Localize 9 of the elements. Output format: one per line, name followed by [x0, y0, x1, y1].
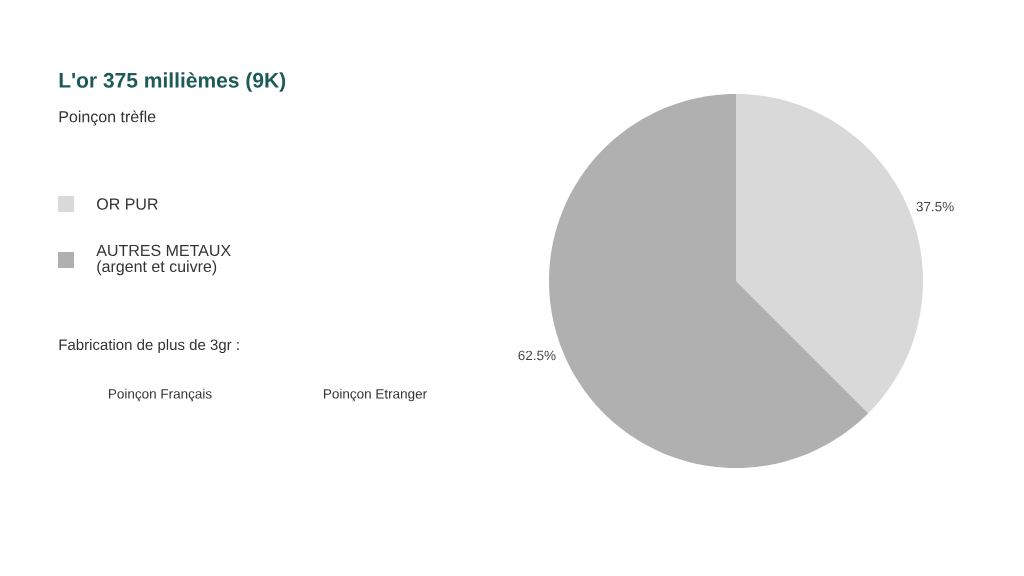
data-label: 37.5%	[916, 201, 954, 212]
text: Poinçon Français	[108, 388, 212, 402]
text: Poinçon Etranger	[323, 388, 427, 402]
text: Fabrication de plus de 3gr :	[59, 339, 239, 353]
legend-label: OR PUR	[97, 198, 158, 210]
legend-label: AUTRES METAUX (argent et cuivre)	[96, 244, 231, 276]
chart-title: L'or 375 millièmes (9K)	[59, 72, 286, 92]
text: Poinçon trèfle	[59, 110, 156, 126]
data-label: 62.5%	[518, 350, 556, 361]
